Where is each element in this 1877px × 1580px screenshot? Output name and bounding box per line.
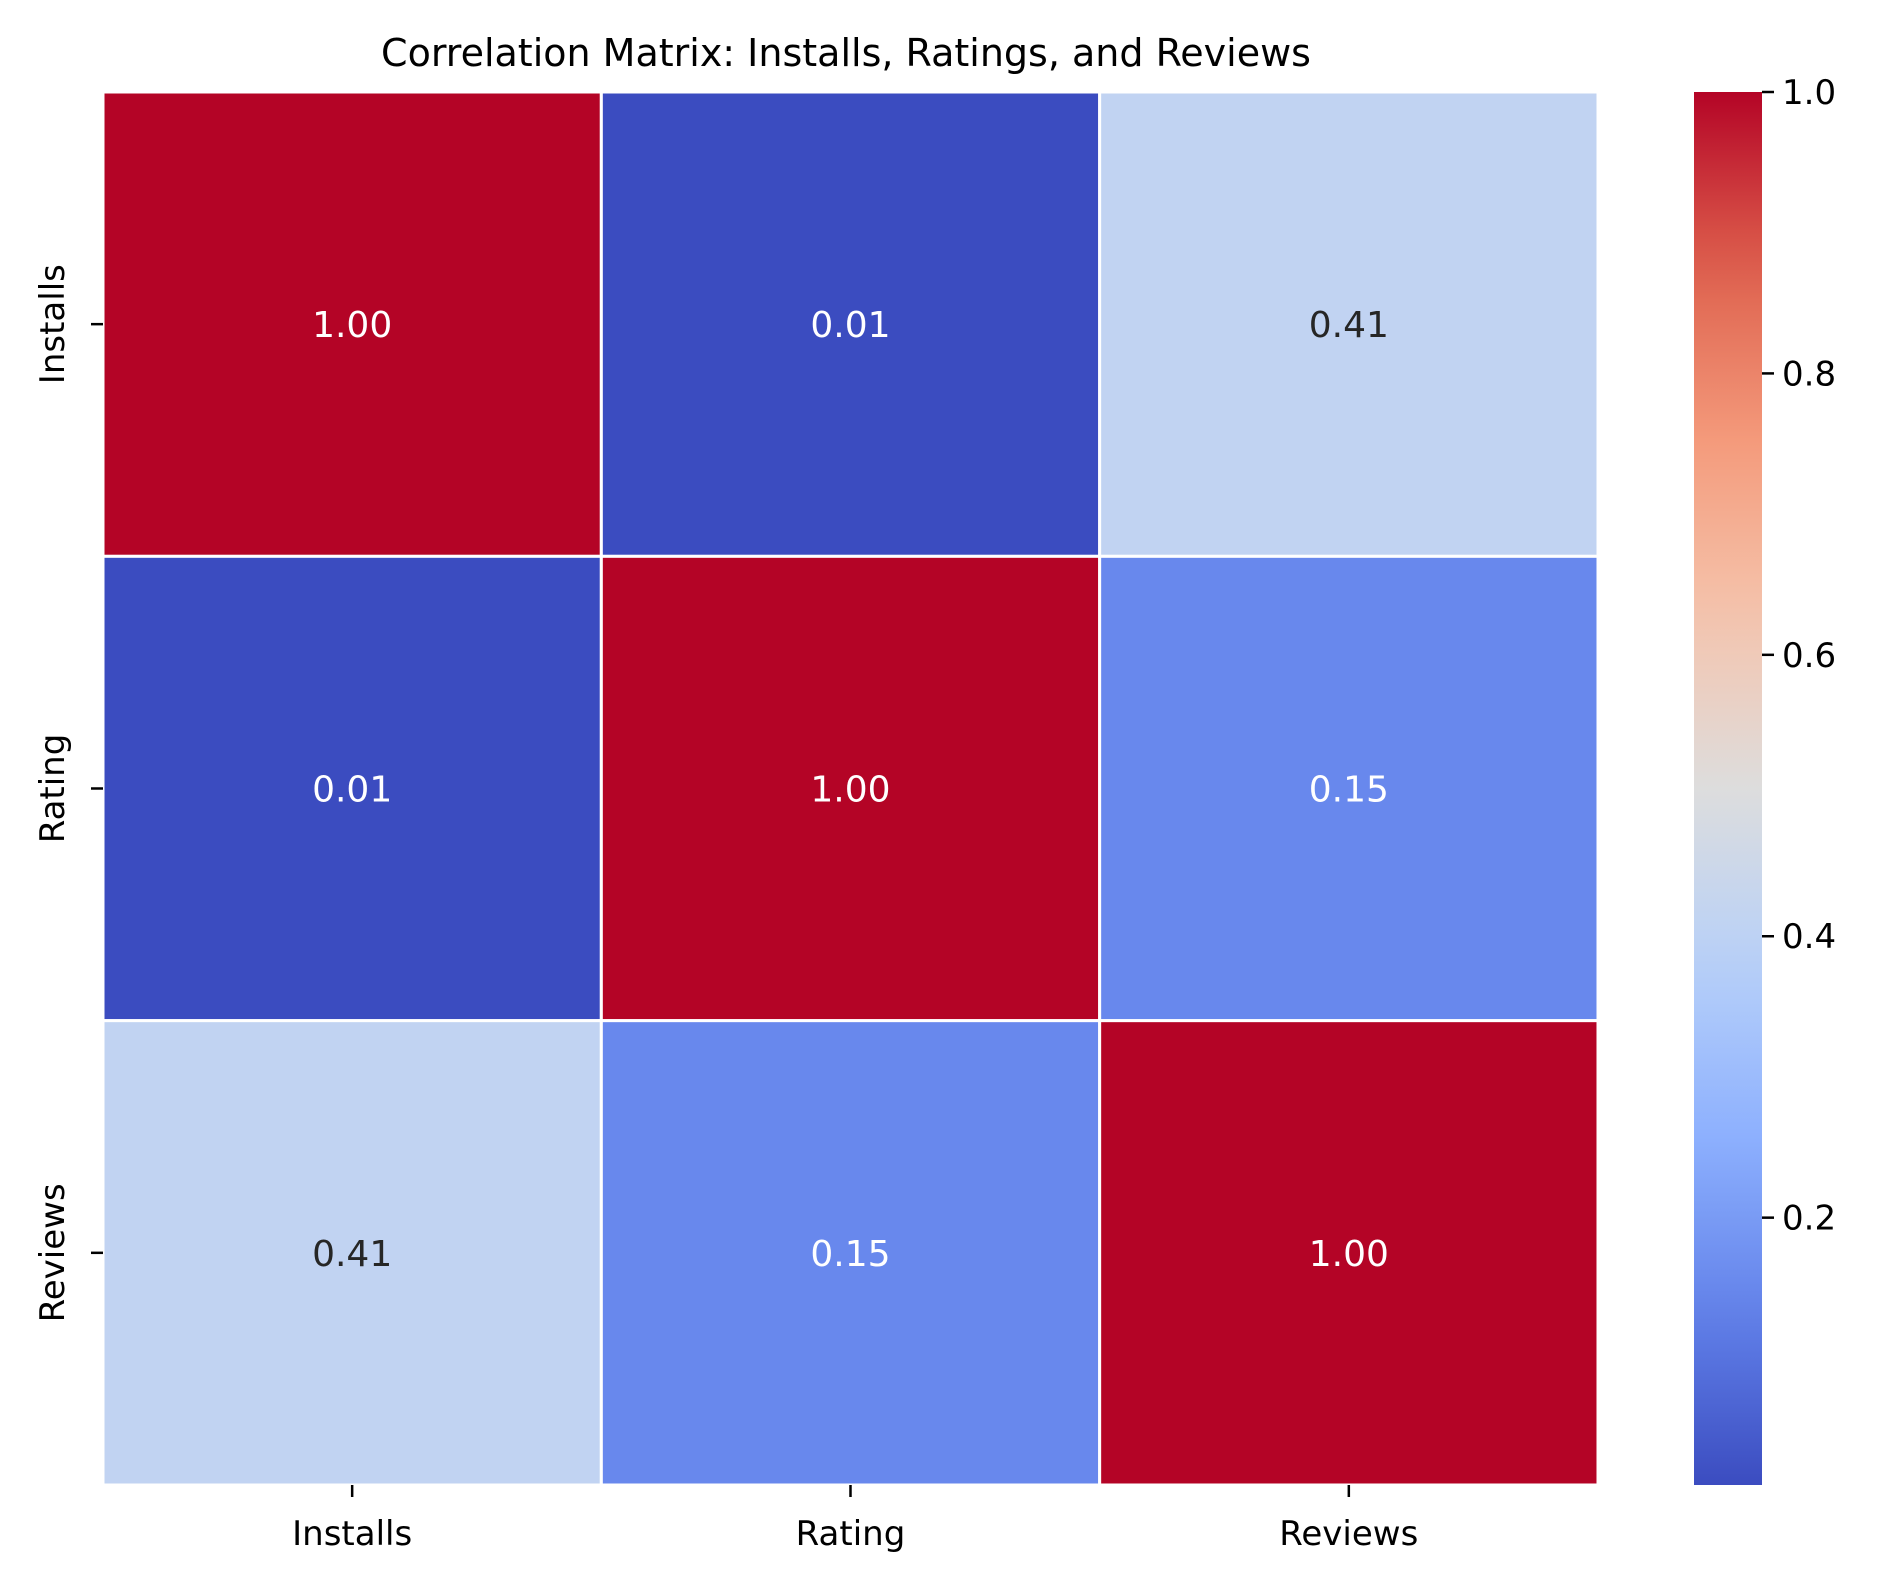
heatmap-cell-rating-installs	[101, 554, 603, 1023]
cell-value-label: 0.01	[810, 305, 890, 346]
x-tick-label-installs: Installs	[292, 1514, 412, 1554]
colorbar-tick-label: 1.0	[1782, 73, 1836, 113]
heatmap-cell-rating-reviews	[1098, 554, 1600, 1023]
heatmap-cell-installs-reviews	[1098, 90, 1600, 558]
y-tick-label-reviews: Reviews	[33, 1183, 73, 1322]
y-axis: Installs Rating Reviews	[33, 264, 103, 1322]
cell-value-label: 0.15	[1309, 769, 1389, 810]
colorbar-tick-label: 0.4	[1782, 917, 1836, 957]
heatmap-cell-rating-rating	[599, 554, 1102, 1023]
x-axis: Installs Rating Reviews	[292, 1484, 1418, 1554]
cell-value-label: 0.15	[810, 1234, 890, 1275]
y-tick-label-rating: Rating	[33, 734, 73, 844]
y-tick-label-installs: Installs	[33, 264, 73, 384]
x-tick-label-rating: Rating	[796, 1514, 906, 1554]
cell-value-label: 1.00	[312, 305, 392, 346]
colorbar-tick-label: 0.8	[1782, 354, 1836, 394]
heatmap-cell-labels: 1.00 0.01 0.41 0.01 1.00 0.15 0.41 0.15 1.00	[312, 305, 1389, 1275]
heatmap-cell-reviews-rating	[599, 1019, 1102, 1487]
colorbar: 0.2 0.4 0.6 0.8 1.0	[1694, 73, 1836, 1485]
cell-value-label: 0.41	[1309, 305, 1389, 346]
heatmap-cell-reviews-installs	[101, 1019, 603, 1487]
colorbar-tick-label: 0.6	[1782, 636, 1836, 676]
colorbar-gradient	[1694, 92, 1762, 1485]
cell-value-label: 1.00	[1309, 1234, 1389, 1275]
cell-value-label: 1.00	[810, 769, 890, 810]
heatmap-cells	[101, 90, 1600, 1487]
heatmap-cell-installs-rating	[599, 90, 1102, 558]
x-tick-label-reviews: Reviews	[1279, 1514, 1418, 1554]
colorbar-tick-label: 0.2	[1782, 1199, 1836, 1239]
heatmap-cell-installs-installs	[101, 90, 603, 558]
cell-value-label: 0.01	[312, 769, 392, 810]
chart-title: Correlation Matrix: Installs, Ratings, a…	[381, 31, 1311, 75]
cell-value-label: 0.41	[312, 1234, 392, 1275]
